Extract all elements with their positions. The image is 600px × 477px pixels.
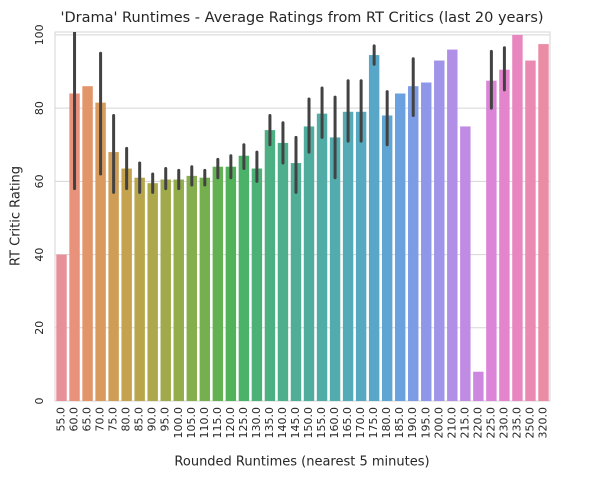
x-tick-label: 80.0 [120,407,133,432]
x-tick-label: 195.0 [419,407,432,439]
bar [512,34,523,402]
x-tick-label: 190.0 [406,407,419,439]
x-tick-label: 105.0 [185,407,198,439]
bar [434,60,445,402]
x-tick-label: 60.0 [68,407,81,432]
bar [342,111,354,401]
x-tick-label: 115.0 [211,407,224,439]
bar [251,168,263,401]
bar [212,166,224,401]
bar [277,142,289,401]
bar [290,163,302,401]
x-tick-label: 90.0 [146,407,159,432]
y-tick-label: 100 [33,24,46,45]
x-tick-label: 55.0 [55,407,68,432]
x-tick-label: 85.0 [133,407,146,432]
bar [134,177,145,401]
bar [394,93,406,401]
x-tick-label: 185.0 [393,407,406,439]
bar [264,130,276,401]
bar [538,44,549,402]
x-tick-label: 210.0 [445,407,458,439]
x-tick-label: 135.0 [263,407,276,439]
y-tick-label: 60 [33,174,46,188]
bar [460,126,471,402]
bar [225,166,237,401]
x-tick-label: 170.0 [354,407,367,439]
bar [238,155,250,401]
x-tick-label: 70.0 [94,407,107,432]
bar [121,168,132,401]
y-tick-label: 80 [33,101,46,115]
bar [368,55,380,401]
bar [421,82,432,402]
bar [147,183,158,401]
bar [355,111,367,401]
bar [186,175,197,401]
error-bars [73,32,506,194]
x-tick-label: 155.0 [315,407,328,439]
x-tick-label: 75.0 [107,407,120,432]
bar [69,93,80,401]
bar [408,86,419,401]
bar [329,137,341,401]
bar [525,60,536,402]
bar [316,113,328,402]
x-tick-label: 225.0 [484,407,497,439]
bar [381,115,393,401]
bar [108,152,119,401]
x-tick-label: 220.0 [471,407,484,439]
y-tick-label: 40 [33,248,46,262]
x-tick-label: 160.0 [328,407,341,439]
bar [199,177,211,401]
ticks: 0 20 40 60 80 100 55.0 60.0 65.0 70.0 75.0 80.0 85.0… [33,24,549,438]
y-tick-label: 0 [33,398,46,405]
x-tick-label: 100.0 [172,407,185,439]
y-tick-label: 20 [33,321,46,335]
x-tick-label: 130.0 [250,407,263,439]
x-axis-label: Rounded Runtimes (nearest 5 minutes) [174,455,429,470]
bar [486,80,497,401]
x-tick-label: 175.0 [367,407,380,439]
x-tick-label: 230.0 [497,407,510,439]
x-tick-label: 110.0 [198,407,211,439]
bar [473,371,484,401]
x-tick-label: 235.0 [510,407,523,439]
x-tick-label: 250.0 [523,407,536,439]
x-tick-label: 125.0 [237,407,250,439]
bars [56,34,549,402]
x-tick-label: 200.0 [432,407,445,439]
bar [447,49,458,401]
bar [173,179,184,401]
x-tick-label: 145.0 [289,407,302,439]
x-tick-label: 215.0 [458,407,471,439]
bar [82,86,93,401]
x-tick-label: 180.0 [380,407,393,439]
bar [95,102,106,401]
y-axis-label: RT Critic Rating [9,166,24,266]
bar [499,69,510,402]
x-tick-label: 140.0 [276,407,289,439]
x-tick-label: 320.0 [536,407,549,439]
x-tick-label: 165.0 [341,407,354,439]
x-tick-label: 150.0 [302,407,315,439]
x-tick-label: 65.0 [81,407,94,432]
chart-title: 'Drama' Runtimes - Average Ratings from … [60,10,543,26]
bar [160,179,171,401]
bar [56,254,67,401]
x-tick-label: 120.0 [224,407,237,439]
x-tick-label: 95.0 [159,407,172,432]
bar [303,126,315,402]
